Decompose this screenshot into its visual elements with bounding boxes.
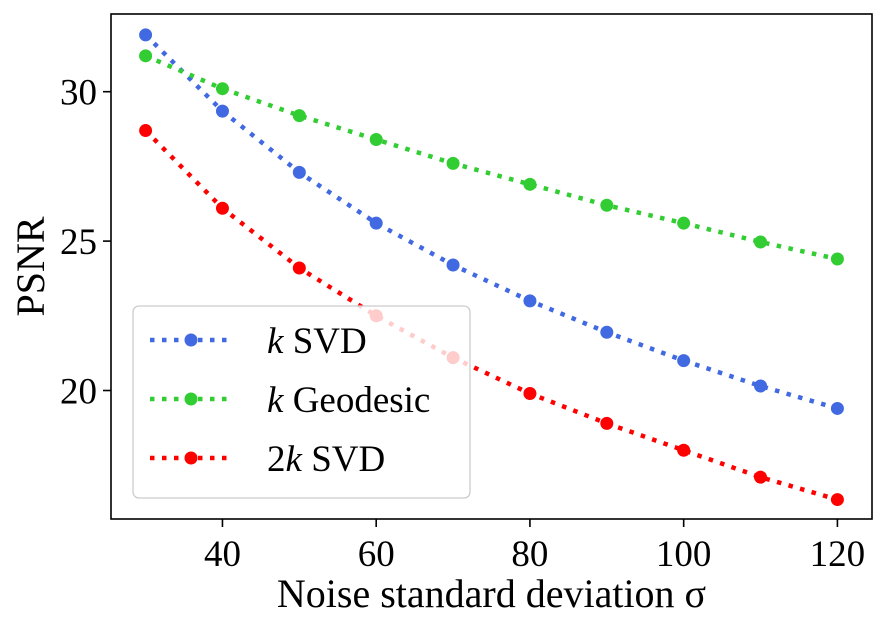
data-point <box>139 49 153 63</box>
x-tick-label: 80 <box>511 534 548 575</box>
data-point <box>754 379 768 393</box>
data-point <box>677 443 691 457</box>
data-point <box>523 177 537 191</box>
legend-italic: k <box>267 321 284 362</box>
legend-box <box>132 305 471 499</box>
legend-marker-0 <box>184 333 198 347</box>
series-line-2 <box>143 128 839 502</box>
series-line-1 <box>144 53 838 262</box>
data-point <box>215 82 229 96</box>
legend-italic: k <box>267 380 284 421</box>
legend-entry-2: 2k SVD <box>267 439 385 480</box>
y-axis-label: PSNR <box>8 216 53 316</box>
legend-prefix: 2 <box>267 439 286 480</box>
legend-marker-2 <box>184 451 198 465</box>
x-tick-label: 40 <box>204 534 241 575</box>
y-tick-label: 30 <box>60 73 97 114</box>
data-point <box>754 470 768 484</box>
data-point <box>523 386 537 400</box>
x-tick-label: 120 <box>810 534 866 575</box>
data-point <box>600 198 614 212</box>
data-point <box>215 104 229 118</box>
legend-entry-0: k SVD <box>267 321 367 362</box>
plot-frame <box>110 13 873 520</box>
x-axis-label: Noise standard deviation σ <box>277 571 706 616</box>
legend-italic: k <box>286 439 303 480</box>
series-layer <box>139 28 844 507</box>
data-point <box>292 109 306 123</box>
legend-marker-1 <box>184 392 198 406</box>
data-point <box>139 124 153 138</box>
data-point <box>600 325 614 339</box>
axis-ticks: 40 60 80 100 120 20 25 30 <box>60 73 865 575</box>
data-point <box>215 201 229 215</box>
y-tick-label: 20 <box>60 372 97 413</box>
x-tick-label: 60 <box>358 534 395 575</box>
data-point <box>369 216 383 230</box>
legend-label: Geodesic <box>283 380 430 421</box>
legend-label: SVD <box>302 439 385 480</box>
data-point <box>446 258 460 272</box>
data-point <box>830 252 844 266</box>
data-point <box>600 416 614 430</box>
y-tick-label: 25 <box>60 222 97 263</box>
data-point <box>830 401 844 415</box>
data-point <box>446 156 460 170</box>
series-line-0 <box>144 33 839 411</box>
data-point <box>677 216 691 230</box>
data-point <box>754 235 768 249</box>
x-tick-label: 100 <box>656 534 712 575</box>
data-point <box>523 294 537 308</box>
data-point <box>292 261 306 275</box>
data-point <box>292 165 306 179</box>
data-point <box>369 133 383 147</box>
data-point <box>139 28 153 42</box>
legend-label: SVD <box>283 321 366 362</box>
data-point <box>830 493 844 507</box>
data-point <box>677 354 691 368</box>
legend-entry-1: k Geodesic <box>267 380 430 421</box>
